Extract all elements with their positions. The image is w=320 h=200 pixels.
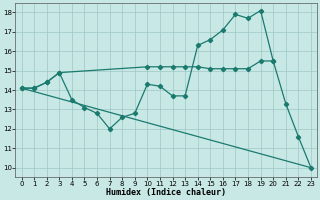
X-axis label: Humidex (Indice chaleur): Humidex (Indice chaleur) bbox=[106, 188, 226, 197]
